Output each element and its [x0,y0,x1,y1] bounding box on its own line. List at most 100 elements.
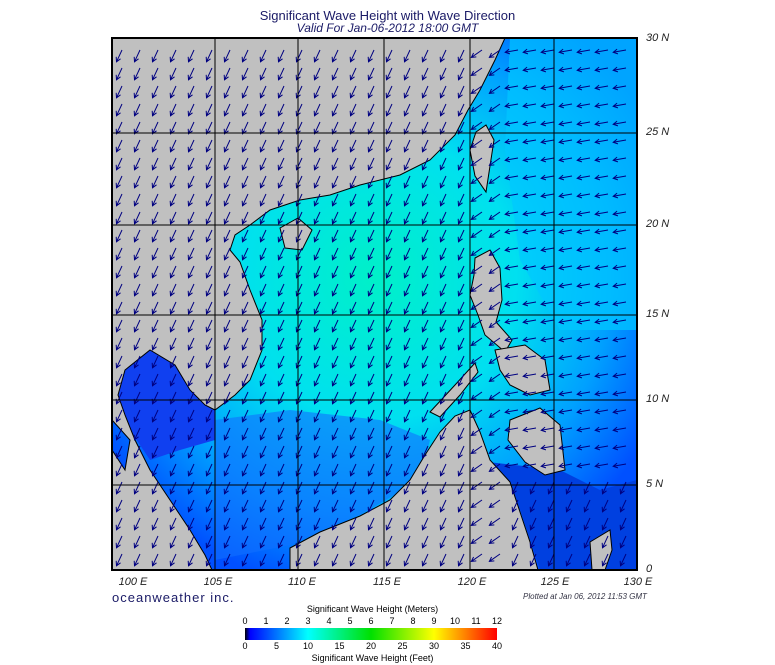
wave-arrow [151,553,159,567]
wave-arrow [205,265,213,279]
wave-arrow [277,319,285,333]
wave-arrow [151,535,159,549]
wave-arrow [349,499,357,513]
wave-arrow [331,373,339,387]
wave-arrow [612,156,627,163]
colorbar-tick: 0 [242,641,248,651]
wave-arrow [133,67,141,81]
wave-arrow [169,193,177,207]
wave-arrow [259,103,267,117]
wave-arrow [169,427,177,441]
wave-arrow [313,373,321,387]
wave-arrow [295,247,303,261]
wave-arrow [558,228,573,235]
wave-arrow [385,373,393,387]
wave-arrow [558,264,573,271]
wave-arrow [403,499,411,513]
wave-arrow [385,553,393,567]
wave-arrow [457,535,465,549]
wave-arrow [558,120,573,127]
wave-arrow [205,103,213,117]
wave-arrow [331,67,339,81]
wave-arrow [576,390,591,397]
wave-arrow [259,193,267,207]
wave-arrow [241,499,249,513]
wave-arrow [187,319,195,333]
wave-arrow [504,372,519,379]
wave-arrow [241,445,249,459]
wave-arrow [576,174,591,181]
colorbar [245,628,497,640]
wave-arrow [367,517,375,531]
wave-arrow [470,103,483,113]
wave-arrow [421,409,429,423]
wave-arrow [522,48,537,55]
wave-arrow [601,499,609,513]
wave-arrow [115,301,123,315]
wave-arrow [331,445,339,459]
wave-arrow [259,409,267,423]
wave-arrow [421,265,429,279]
wave-arrow [612,408,627,415]
wave-arrow [349,553,357,567]
lat-label: 25 N [646,126,670,138]
wave-arrow [133,139,141,153]
wave-arrow [612,192,627,199]
wave-arrow [403,283,411,297]
wave-arrow [205,301,213,315]
wave-arrow [612,264,627,271]
wave-arrow [403,229,411,243]
wave-arrow [403,175,411,189]
wave-arrow [133,409,141,423]
wave-arrow [169,463,177,477]
wave-arrow [205,139,213,153]
wave-arrow [558,66,573,73]
wave-arrow [403,355,411,369]
wave-arrow [576,300,591,307]
map-subtitle: Valid For Jan-06-2012 18:00 GMT [296,21,479,35]
wave-arrow [169,409,177,423]
wave-arrow [488,301,501,311]
lon-label: 115 E [373,576,401,588]
wave-arrow [349,247,357,261]
wave-arrow [558,300,573,307]
wave-arrow [367,283,375,297]
wave-arrow [169,265,177,279]
wave-arrow [151,121,159,135]
wave-arrow [277,337,285,351]
wave-arrow [169,319,177,333]
wave-arrow [385,247,393,261]
wave-arrow [205,85,213,99]
wave-arrow [488,337,501,347]
wave-arrow [187,67,195,81]
wave-arrow [421,553,429,567]
wave-arrow [470,391,483,401]
wave-arrow [259,49,267,63]
wave-arrow [439,175,447,189]
wave-arrow [576,84,591,91]
wave-arrow [576,408,591,415]
wave-arrow [594,228,609,235]
wave-arrow [241,175,249,189]
wave-arrow [421,301,429,315]
wave-arrow [470,301,483,311]
wave-arrow [223,139,231,153]
wave-arrow [540,336,555,343]
wave-arrow [277,49,285,63]
wave-arrow [470,517,483,527]
wave-arrow [223,85,231,99]
wave-arrow [558,192,573,199]
wave-arrow [403,49,411,63]
wave-arrow [385,463,393,477]
wave-arrow [385,175,393,189]
wave-arrow [331,427,339,441]
wave-arrow [115,373,123,387]
wave-arrow [470,265,483,275]
wave-arrow [259,301,267,315]
wave-arrow [540,228,555,235]
wave-arrow [133,427,141,441]
wave-arrow [612,390,627,397]
wave-arrow [367,337,375,351]
wave-arrow [241,121,249,135]
wave-arrow [331,265,339,279]
